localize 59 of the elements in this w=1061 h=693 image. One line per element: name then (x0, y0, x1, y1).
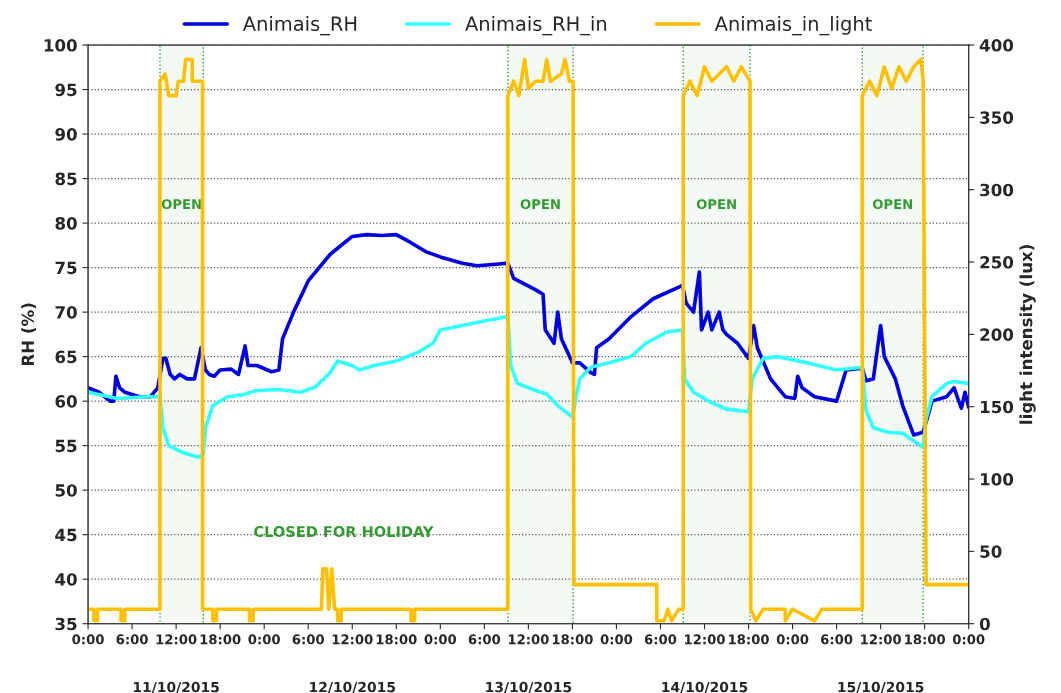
y-tick-label: 95 (55, 83, 77, 97)
x-tick-label: 0:00 (776, 634, 809, 645)
y-tick-label: 50 (55, 484, 77, 497)
y-tick-label: 80 (55, 217, 77, 230)
y2-tick-label: 150 (980, 400, 1014, 414)
x-tick-label: 12:00 (684, 634, 725, 645)
x-tick-label: 0:00 (952, 634, 985, 645)
legend-label: Animais_in_light (714, 15, 872, 36)
band-label: OPEN (520, 199, 560, 210)
y2-tick-label: 250 (980, 256, 1014, 269)
y2-tick-label: 400 (979, 39, 1014, 52)
x-tick-label: 12:00 (508, 634, 549, 645)
x-tick-label: 0:00 (72, 634, 104, 645)
y-tick-label: 75 (55, 261, 77, 275)
x-tick-label: 18:00 (376, 634, 417, 645)
y2-tick-label: 50 (980, 545, 1002, 558)
y2-tick-label: 100 (980, 473, 1014, 486)
x-tick-label: 0:00 (248, 634, 280, 645)
text: 14/10/2015 (662, 681, 748, 693)
x-tick-label: 18:00 (200, 634, 241, 645)
x-tick-label: 6:00 (821, 634, 853, 645)
band-label: OPEN (872, 199, 912, 210)
y2-tick-label: 350 (980, 111, 1014, 124)
y-tick-label: 45 (55, 528, 77, 542)
x-tick-label: 0:00 (600, 634, 633, 645)
x-tick-label: 6:00 (468, 634, 501, 645)
y-tick-label: 60 (55, 395, 77, 408)
y-tick-label: 65 (55, 350, 77, 364)
y2-axis-title: light intensity (lux) (1019, 245, 1036, 424)
x-tick-label: 12:00 (332, 634, 373, 645)
y-tick-label: 40 (55, 573, 77, 586)
x-tick-label: 12:00 (861, 634, 901, 645)
y-tick-label: 55 (55, 439, 77, 453)
x-tick-label: 18:00 (729, 634, 769, 645)
y-axis-title: RH (%) (21, 303, 37, 366)
y-tick-label: 70 (55, 306, 77, 319)
y-tick-label: 90 (55, 128, 77, 141)
band-label: OPEN (161, 199, 201, 210)
band-label: OPEN (696, 199, 736, 210)
y2-tick-label: 300 (980, 183, 1014, 197)
text: 13/10/2015 (486, 681, 572, 693)
x-tick-label: 12:00 (156, 634, 197, 645)
text: 12/10/2015 (310, 681, 396, 693)
y2-tick-label: 0 (979, 617, 990, 631)
legend-label: Animais_RH (242, 15, 357, 36)
annotation: CLOSED FOR HOLIDAY (254, 526, 434, 538)
y2-tick-label: 200 (980, 328, 1014, 341)
x-tick-label: 6:00 (116, 634, 148, 645)
x-tick-label: 6:00 (644, 634, 677, 645)
legend-label: Animais_RH_in (465, 15, 607, 36)
x-tick-label: 0:00 (424, 634, 457, 645)
x-tick-label: 18:00 (905, 634, 946, 645)
x-tick-label: 6:00 (292, 634, 324, 645)
text: 15/10/2015 (838, 681, 924, 693)
y-tick-label: 100 (44, 39, 77, 52)
y-tick-label: 85 (55, 172, 77, 186)
text: 11/10/2015 (133, 681, 219, 693)
y-tick-label: 35 (55, 617, 77, 631)
x-tick-label: 18:00 (552, 634, 593, 645)
